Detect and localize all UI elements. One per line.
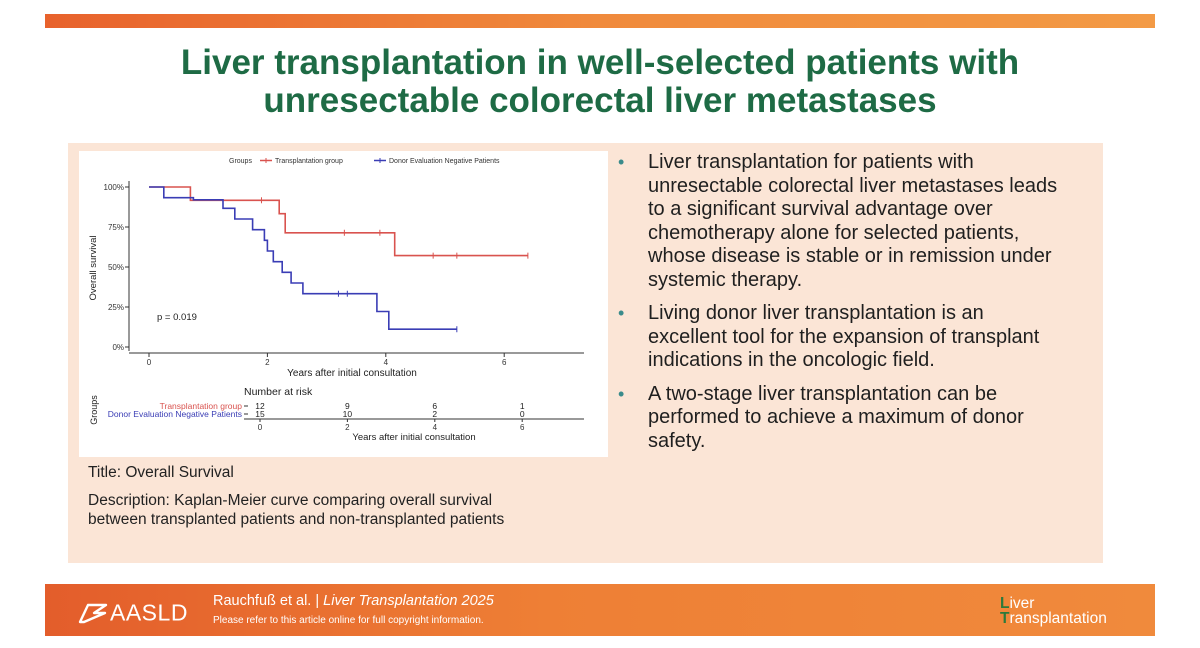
risk-table-x-label: Years after initial consultation — [352, 432, 475, 443]
risk-count: 2 — [432, 409, 437, 419]
risk-count: 0 — [520, 409, 525, 419]
key-point-1-line-6: systemic therapy. — [648, 268, 803, 291]
chart-axes: 0% 25% 50% 75% 100% 0 2 4 6 — [104, 181, 584, 367]
key-point-3-line-1: A two-stage liver transplantation can be — [648, 382, 998, 405]
risk-table-axis-label: Groups — [89, 395, 99, 425]
survival-curve-donor — [149, 186, 457, 330]
key-point-3: • A two-stage liver transplantation can … — [615, 383, 1100, 454]
lt-logo-line-2: Transplantation — [1000, 610, 1107, 627]
risk-x-tick-label: 0 — [258, 423, 263, 432]
slide-title-line-2: unresectable colorectal liver metastases — [263, 81, 937, 120]
key-point-1-line-3: to a significant survival advantage over — [648, 198, 993, 220]
survival-curve-transplant — [149, 186, 528, 257]
bullet-dot-icon: • — [618, 152, 625, 172]
lt-logo-line-1: Liver — [1000, 595, 1107, 612]
risk-x-tick-label: 6 — [520, 423, 525, 432]
legend-label-donor: Donor Evaluation Negative Patients — [389, 158, 500, 165]
legend-label-transplant: Transplantation group — [275, 158, 343, 165]
top-accent-bar — [45, 14, 1155, 28]
chart-legend: Groups Transplantation group Donor Evalu… — [229, 158, 500, 165]
citation-journal: Liver Transplantation 2025 — [323, 593, 494, 609]
key-points-list: • Liver transplantation for patients wit… — [615, 151, 1100, 463]
slide-title-line-1: Liver transplantation in well-selected p… — [180, 43, 1020, 82]
copyright-notice: Please refer to this article online for … — [213, 615, 484, 626]
y-tick-label: 0% — [112, 343, 124, 352]
slide-title: Liver transplantation in well-selected p… — [45, 44, 1155, 120]
risk-row-label-transplant: Transplantation group — [160, 401, 243, 411]
y-axis-label: Overall survival — [88, 236, 99, 301]
key-point-2: • Living donor liver transplantation is … — [615, 302, 1100, 373]
legend-title: Groups — [229, 158, 252, 165]
x-tick-label: 4 — [384, 358, 389, 367]
aasld-logo: AASLD — [78, 598, 188, 626]
chart-series — [149, 186, 529, 333]
risk-count: 15 — [255, 409, 265, 419]
risk-row-label-donor: Donor Evaluation Negative Patients — [108, 409, 242, 419]
key-point-2-line-1: Living donor liver transplantation is an — [648, 302, 984, 324]
footer-citation: Rauchfuß et al. | Liver Transplantation … — [213, 593, 494, 609]
liver-transplantation-logo: Liver Transplantation — [1000, 595, 1107, 627]
risk-count: 6 — [432, 401, 437, 411]
risk-x-tick-label: 2 — [345, 423, 350, 432]
figure-caption-title: Title: Overall Survival — [88, 464, 234, 481]
x-axis-label: Years after initial consultation — [287, 368, 417, 379]
y-tick-label: 100% — [104, 183, 124, 192]
key-point-1-line-5: whose disease is stable or in remission … — [648, 245, 1052, 267]
risk-count: 9 — [345, 401, 350, 411]
risk-count: 12 — [255, 401, 265, 411]
aasld-logo-text: AASLD — [110, 599, 188, 626]
km-survival-chart: Groups Transplantation group Donor Evalu… — [88, 158, 584, 443]
key-point-1-line-1: Liver transplantation for patients with — [648, 151, 974, 173]
chart-container: Groups Transplantation group Donor Evalu… — [79, 151, 608, 457]
risk-table-title: Number at risk — [244, 386, 313, 398]
key-point-3-line-2: performed to achieve a maximum of donor — [648, 406, 1024, 428]
lt-logo-word-2: Transplantation — [1000, 610, 1107, 627]
risk-count: 10 — [343, 409, 353, 419]
key-point-1-line-4: chemotherapy alone for selected patients… — [648, 221, 1020, 244]
figure-caption-description-line-2: between transplanted patients and non-tr… — [88, 511, 505, 528]
risk-table-values: 0 2 4 6 12 9 6 1 15 10 2 0 — [244, 401, 584, 432]
lt-logo-word-1: Liver — [1000, 595, 1035, 612]
bullet-dot-icon: • — [618, 383, 625, 404]
key-point-2-line-2: excellent tool for the expansion of tran… — [648, 325, 1040, 348]
x-tick-label: 0 — [147, 358, 152, 367]
y-tick-label: 50% — [108, 263, 124, 272]
figure-caption-description: Description: Kaplan-Meier curve comparin… — [88, 491, 504, 529]
x-tick-label: 6 — [502, 358, 507, 367]
key-point-1-line-2: unresectable colorectal liver metastases… — [648, 174, 1058, 197]
key-point-3-line-3: safety. — [648, 429, 706, 452]
citation-authors: Rauchfuß et al. | — [213, 593, 320, 609]
aasld-chevron-icon — [78, 603, 108, 624]
y-tick-label: 75% — [108, 223, 124, 232]
risk-x-tick-label: 4 — [433, 423, 438, 432]
footer-bar: AASLD Rauchfuß et al. | Liver Transplant… — [45, 584, 1155, 636]
figure-caption-description-line-1: Description: Kaplan-Meier curve comparin… — [88, 492, 493, 509]
p-value-annotation: p = 0.019 — [157, 312, 197, 323]
key-point-1: • Liver transplantation for patients wit… — [615, 151, 1100, 292]
risk-count: 1 — [520, 401, 525, 411]
key-point-2-line-3: indications in the oncologic field. — [648, 349, 935, 371]
bullet-dot-icon: • — [618, 303, 625, 323]
y-tick-label: 25% — [108, 303, 124, 312]
x-tick-label: 2 — [265, 358, 270, 367]
